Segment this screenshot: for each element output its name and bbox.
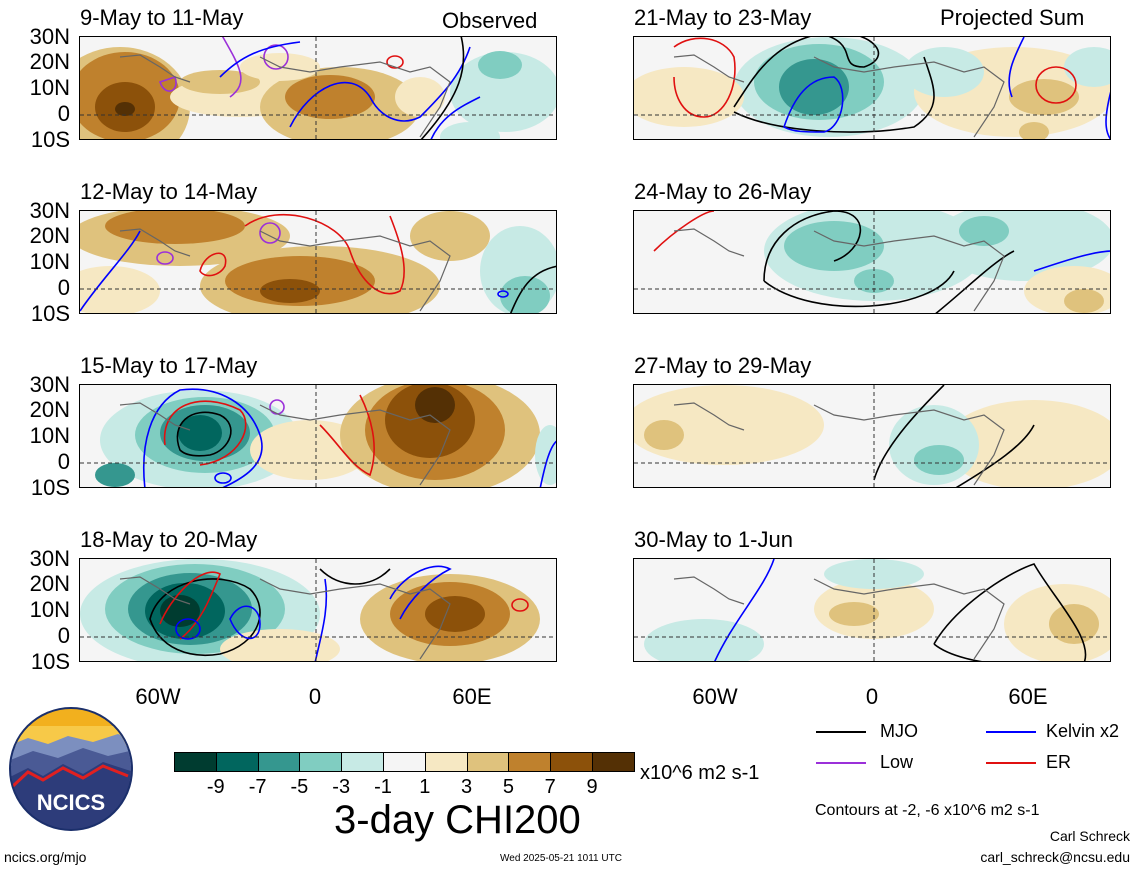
lon-label-60w-right: 60W bbox=[692, 684, 738, 709]
lat-label: 10N bbox=[29, 423, 70, 448]
lat-label: 30N bbox=[29, 546, 70, 571]
lat-label: 30N bbox=[29, 24, 70, 49]
map-panel-4 bbox=[79, 558, 557, 662]
map-panel-5 bbox=[633, 36, 1111, 140]
panel-title-5: 21-May to 23-May bbox=[634, 5, 812, 30]
issue-timestamp: Wed 2025-05-21 1011 UTC bbox=[500, 853, 622, 864]
map-panel-5-plot bbox=[634, 37, 1110, 139]
lat-label: 20N bbox=[29, 397, 70, 422]
lat-label: 10N bbox=[29, 75, 70, 100]
lat-label: 10S bbox=[30, 127, 70, 152]
map-panel-8 bbox=[633, 558, 1111, 662]
map-panel-4-plot bbox=[80, 559, 556, 661]
colorbar-tick-label: 9 bbox=[586, 776, 598, 798]
lon-label-60e-right: 60E bbox=[1008, 684, 1048, 709]
lat-label: 10S bbox=[30, 475, 70, 500]
lat-label: 0 bbox=[57, 623, 70, 648]
map-panel-6 bbox=[633, 210, 1111, 314]
panel-title-3: 15-May to 17-May bbox=[80, 353, 258, 378]
colorbar-swatch bbox=[299, 752, 343, 772]
colorbar-swatch bbox=[174, 752, 217, 772]
map-panel-7 bbox=[633, 384, 1111, 488]
lat-label: 0 bbox=[57, 275, 70, 300]
colorbar-swatch bbox=[383, 752, 426, 772]
colorbar-units: x10^6 m2 s-1 bbox=[640, 762, 760, 784]
colorbar-tick-label: -7 bbox=[248, 776, 267, 798]
colorbar-tick-label: -3 bbox=[332, 776, 351, 798]
lon-label-60w-left: 60W bbox=[135, 684, 181, 709]
colorbar-tick-label: -1 bbox=[374, 776, 392, 798]
panel-title-7: 27-May to 29-May bbox=[634, 353, 812, 378]
colorbar-swatch bbox=[215, 752, 259, 772]
map-panel-7-plot bbox=[634, 385, 1110, 487]
lon-label-0-left: 0 bbox=[308, 684, 322, 709]
map-panel-8-plot bbox=[634, 559, 1110, 661]
main-title: 3-day CHI200 bbox=[334, 798, 581, 842]
site-url[interactable]: ncics.org/mjo bbox=[4, 849, 87, 865]
colorbar-tick-label: 1 bbox=[419, 776, 431, 798]
map-panel-6-plot bbox=[634, 211, 1110, 313]
low-legend-line bbox=[816, 762, 866, 764]
map-panel-1-plot bbox=[80, 37, 556, 139]
author-email: carl_schreck@ncsu.edu bbox=[980, 849, 1130, 865]
map-panel-2 bbox=[79, 210, 557, 314]
colorbar-tick-label: -9 bbox=[206, 776, 225, 798]
colorbar-swatch bbox=[508, 752, 552, 772]
lon-label-0-right: 0 bbox=[865, 684, 879, 709]
lat-label: 30N bbox=[29, 372, 70, 397]
lat-label: 0 bbox=[57, 449, 70, 474]
colorbar-swatch bbox=[257, 752, 301, 772]
colorbar-tick-label: 3 bbox=[461, 776, 473, 798]
map-panel-3-plot bbox=[80, 385, 556, 487]
colorbar-swatch bbox=[466, 752, 510, 772]
lat-label: 0 bbox=[57, 101, 70, 126]
colorbar-swatch bbox=[550, 752, 594, 772]
panel-title-6: 24-May to 26-May bbox=[634, 179, 812, 204]
mjo-legend-label: MJO bbox=[880, 721, 918, 741]
lat-label: 10N bbox=[29, 597, 70, 622]
author: Carl Schreck bbox=[1049, 828, 1130, 844]
lat-label: 10N bbox=[29, 249, 70, 274]
lat-label: 10S bbox=[30, 649, 70, 674]
panel-title-4: 18-May to 20-May bbox=[80, 527, 258, 552]
map-panel-2-plot bbox=[80, 211, 556, 313]
kelvin-legend-line bbox=[986, 731, 1036, 733]
low-legend-label: Low bbox=[880, 752, 914, 772]
lat-label: 20N bbox=[29, 49, 70, 74]
map-panel-1 bbox=[79, 36, 557, 140]
logo-label: NCICS bbox=[37, 790, 105, 815]
observed-tag: Observed bbox=[442, 8, 538, 33]
kelvin-legend-label: Kelvin x2 bbox=[1046, 721, 1120, 741]
ncics-logo: NCICS bbox=[8, 706, 134, 832]
colorbar-swatch bbox=[592, 752, 635, 772]
er-legend-line bbox=[986, 762, 1036, 764]
colorbar-swatch bbox=[424, 752, 468, 772]
panel-title-1: 9-May to 11-May bbox=[80, 5, 244, 30]
colorbar-tick-label: 5 bbox=[502, 776, 514, 798]
panel-title-2: 12-May to 14-May bbox=[80, 179, 258, 204]
panel-title-8: 30-May to 1-Jun bbox=[634, 527, 793, 552]
lat-label: 10S bbox=[30, 301, 70, 326]
lon-label-60e-left: 60E bbox=[452, 684, 492, 709]
er-legend-label: ER bbox=[1046, 752, 1072, 772]
lat-label: 20N bbox=[29, 571, 70, 596]
lat-label: 20N bbox=[29, 223, 70, 248]
colorbar-tick-label: 7 bbox=[544, 776, 556, 798]
mjo-legend-line bbox=[816, 731, 866, 733]
contours-note: Contours at -2, -6 x10^6 m2 s-1 bbox=[815, 802, 1040, 819]
projected-sum-tag: Projected Sum bbox=[940, 5, 1085, 30]
map-panel-3 bbox=[79, 384, 557, 488]
colorbar-tick-label: -5 bbox=[290, 776, 309, 798]
colorbar-swatch bbox=[341, 752, 385, 772]
lat-label: 30N bbox=[29, 198, 70, 223]
